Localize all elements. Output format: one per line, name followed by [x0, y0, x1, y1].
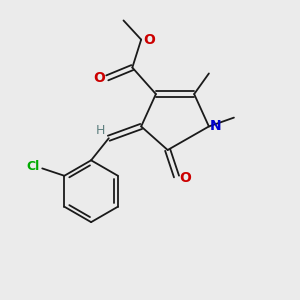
Text: O: O — [93, 71, 105, 85]
Text: O: O — [143, 33, 155, 46]
Text: Cl: Cl — [26, 160, 40, 173]
Text: H: H — [95, 124, 105, 137]
Text: O: O — [179, 171, 191, 185]
Text: N: N — [210, 119, 221, 133]
